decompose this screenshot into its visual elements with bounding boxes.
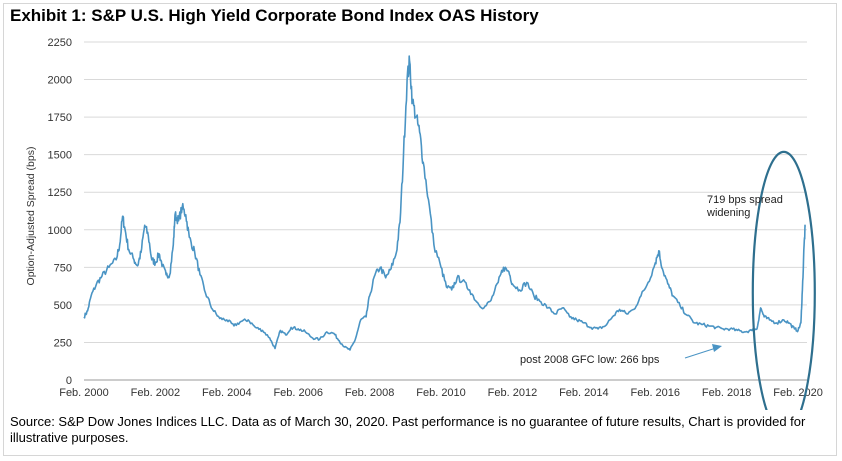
annotation-arrow-head [712, 344, 722, 352]
x-tick-label: Feb. 2016 [630, 387, 680, 399]
x-axis-ticks: Feb. 2000 Feb. 2002 Feb. 2004 Feb. 2006 Feb.… [59, 387, 823, 399]
annotation-spread: 719 bps spread widening [706, 194, 783, 219]
y-tick-label-1250: 1250 [48, 187, 72, 199]
y-axis-ticks: 0 250 500 750 1000 1250 1500 1750 2000 2250 [48, 37, 72, 387]
x-tick-label: Feb. 2012 [488, 387, 538, 399]
y-tick-label-750: 750 [54, 262, 72, 274]
annotation-spread-line1: 719 bps spread [707, 194, 783, 206]
highlight-circle [751, 150, 816, 410]
x-tick-label: Feb. 2004 [202, 387, 252, 399]
y-tick-label-1000: 1000 [48, 225, 72, 237]
x-tick-label: Feb. 2006 [273, 387, 323, 399]
chart-frame [3, 3, 837, 456]
y-axis-label: Option-Adjusted Spread (bps) [25, 147, 37, 286]
annotation-gfc-low: post 2008 GFC low: 266 bps [520, 354, 660, 366]
x-tick-label: Feb. 2008 [345, 387, 395, 399]
annotation-arrow [684, 347, 717, 359]
oas-series-line [83, 55, 806, 351]
x-tick-label: Feb. 2020 [773, 387, 823, 399]
chart-title: Exhibit 1: S&P U.S. High Yield Corporate… [10, 6, 539, 25]
chart-svg: 0 250 500 750 1000 1250 1500 1750 2000 2250 Feb. … [25, 37, 823, 410]
x-tick-label: Feb. 2000 [59, 387, 109, 399]
x-tick-label: Feb. 2002 [131, 387, 181, 399]
y-tick-label-500: 500 [54, 300, 72, 312]
y-tick-label-1500: 1500 [48, 150, 72, 162]
y-tick-label-2250: 2250 [48, 37, 72, 49]
x-tick-label: Feb. 2014 [559, 387, 609, 399]
y-tick-label-250: 250 [54, 337, 72, 349]
y-tick-label-0: 0 [66, 375, 72, 387]
x-tick-label: Feb. 2018 [702, 387, 752, 399]
source-note: Source: S&P Dow Jones Indices LLC. Data … [10, 414, 806, 445]
annotation-spread-line2: widening [706, 207, 750, 219]
y-tick-label-2000: 2000 [48, 75, 72, 87]
y-tick-label-1750: 1750 [48, 112, 72, 124]
gridlines [84, 41, 807, 343]
x-tick-label: Feb. 2010 [416, 387, 466, 399]
